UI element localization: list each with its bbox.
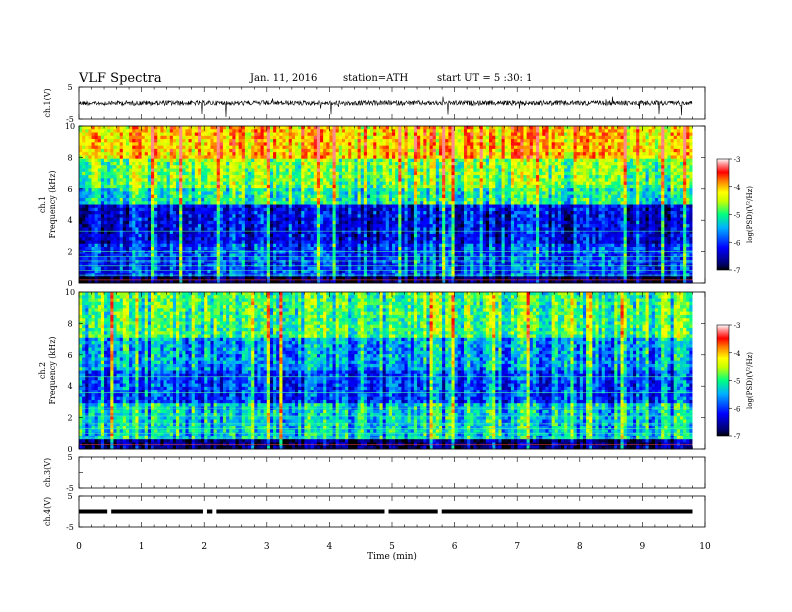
colorbar-tick-label: -4 bbox=[734, 350, 741, 358]
y-tick-label: 5 bbox=[67, 453, 72, 462]
x-tick-label: 7 bbox=[514, 542, 520, 552]
colorbar-tick-label: -5 bbox=[734, 378, 741, 386]
ch1-waveform-panel: 5 -5 ch.1(V) bbox=[43, 83, 706, 124]
no-data-region bbox=[692, 292, 705, 449]
x-tick-label: 4 bbox=[327, 542, 333, 552]
colorbar-scale bbox=[716, 158, 730, 271]
x-tick-label: 9 bbox=[640, 542, 646, 552]
y-axis-label: Frequency (kHz) bbox=[48, 170, 57, 238]
date-label: Jan. 11, 2016 bbox=[250, 73, 318, 84]
x-tick-label: 1 bbox=[139, 542, 145, 552]
data-gap bbox=[384, 508, 389, 515]
colorbar-tick-label: -6 bbox=[734, 405, 741, 413]
x-axis: 0 1 2 3 4 5 6 7 8 9 10 Time (min) bbox=[76, 542, 711, 562]
y-axis-label: ch.1(V) bbox=[43, 88, 52, 117]
y-tick-label: 2 bbox=[67, 414, 72, 423]
y-axis-label: ch.2 bbox=[38, 362, 47, 379]
data-gap bbox=[202, 508, 207, 515]
data-gap bbox=[107, 508, 112, 515]
y-axis-label: ch.3(V) bbox=[43, 458, 52, 487]
colorbar-tick-label: -7 bbox=[734, 433, 741, 441]
ch1-waveform-trace bbox=[78, 96, 693, 118]
colorbar-scale bbox=[716, 324, 730, 437]
ch3-waveform-panel: 5 -5 ch.3(V) bbox=[43, 453, 706, 493]
y-axis-label: ch.4(V) bbox=[43, 497, 52, 526]
y-tick-label: 6 bbox=[67, 185, 72, 194]
y-tick-label: 4 bbox=[67, 216, 72, 225]
y-tick-label: 8 bbox=[67, 153, 72, 162]
colorbar-tick-label: -7 bbox=[734, 267, 741, 275]
y-tick-label: 2 bbox=[67, 248, 72, 257]
ch4-waveform-panel: 5 -5 ch.4(V) bbox=[43, 492, 706, 532]
spectrogram-image bbox=[79, 292, 693, 450]
x-tick-label: 6 bbox=[452, 542, 458, 552]
y-tick-label: 0 bbox=[67, 279, 72, 288]
no-data-region bbox=[692, 126, 705, 283]
x-tick-label: 5 bbox=[389, 542, 395, 552]
y-tick-label: -5 bbox=[66, 484, 74, 493]
y-tick-label: 8 bbox=[67, 319, 72, 328]
colorbar-tick-label: -6 bbox=[734, 239, 741, 247]
colorbar-tick-label: -5 bbox=[734, 212, 741, 220]
y-tick-label: 6 bbox=[67, 351, 72, 360]
y-tick-label: -5 bbox=[66, 523, 74, 532]
x-axis-label: Time (min) bbox=[367, 551, 417, 562]
y-tick-label: 5 bbox=[67, 83, 72, 92]
colorbar-tick-label: -3 bbox=[734, 156, 741, 164]
y-tick-label: 4 bbox=[67, 382, 72, 391]
colorbar-tick-label: -3 bbox=[734, 322, 741, 330]
x-tick-label: 8 bbox=[577, 542, 583, 552]
colorbar-label: log(PSD)(V²/Hz) bbox=[746, 352, 754, 409]
ch1-colorbar: -3 -4 -5 -6 -7 log(PSD)(V²/Hz) bbox=[716, 156, 754, 275]
y-tick-label: 5 bbox=[67, 492, 72, 501]
chart-title: VLF Spectra bbox=[79, 71, 162, 86]
x-tick-label: 0 bbox=[76, 542, 82, 552]
y-axis-label: Frequency (kHz) bbox=[48, 336, 57, 404]
x-tick-label: 2 bbox=[201, 542, 207, 552]
x-tick-label: 10 bbox=[699, 542, 711, 552]
colorbar-label: log(PSD)(V²/Hz) bbox=[746, 186, 754, 243]
start-time-label: start UT = 5 :30: 1 bbox=[437, 73, 533, 84]
station-label: station=ATH bbox=[343, 73, 409, 84]
data-gap bbox=[212, 508, 217, 515]
y-tick-label: 10 bbox=[65, 122, 75, 131]
colorbar-tick-label: -4 bbox=[734, 184, 741, 192]
ch2-spectrogram-panel: 0 2 4 6 8 10 ch.2 Frequency (kHz) bbox=[38, 288, 706, 454]
y-tick-label: -5 bbox=[66, 115, 74, 124]
ch2-colorbar: -3 -4 -5 -6 -7 log(PSD)(V²/Hz) bbox=[716, 322, 754, 441]
y-tick-label: 0 bbox=[67, 445, 72, 454]
y-axis-label: ch.1 bbox=[38, 196, 47, 213]
ch1-spectrogram-panel: 0 2 4 6 8 10 ch.1 Frequency (kHz) bbox=[38, 122, 706, 288]
x-tick-label: 3 bbox=[264, 542, 270, 552]
data-gap bbox=[437, 508, 442, 515]
y-tick-label: 10 bbox=[65, 288, 75, 297]
spectrogram-image bbox=[79, 126, 693, 284]
